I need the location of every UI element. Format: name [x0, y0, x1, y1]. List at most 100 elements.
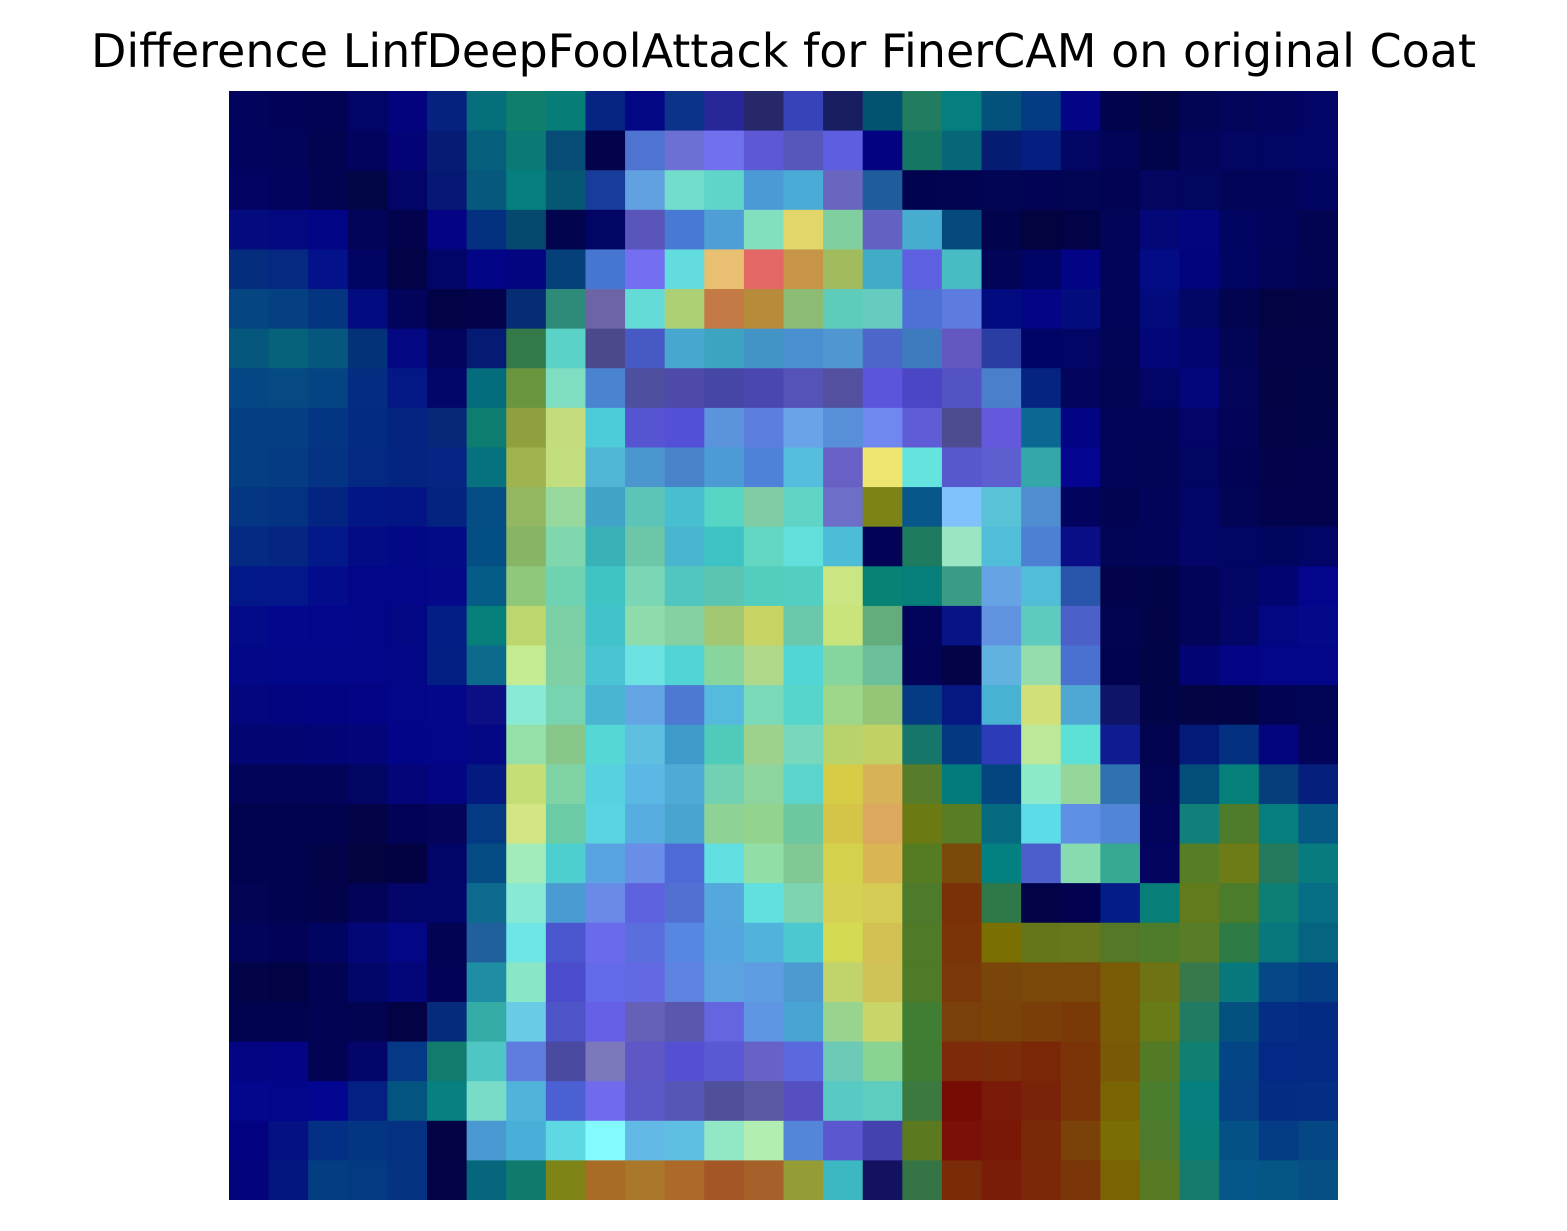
heatmap-cell — [1139, 249, 1181, 290]
heatmap-cell — [229, 724, 270, 765]
heatmap-cell — [704, 685, 745, 726]
heatmap-cell — [308, 566, 349, 607]
heatmap-cell — [1021, 764, 1062, 805]
heatmap-cell — [902, 645, 943, 686]
heatmap-cell — [783, 526, 824, 567]
heatmap-cell — [466, 1081, 507, 1122]
heatmap-cell — [783, 328, 824, 369]
heatmap-cell — [347, 487, 389, 528]
heatmap-cell — [823, 883, 864, 924]
heatmap-cell — [466, 487, 507, 528]
heatmap-cell — [743, 1081, 785, 1122]
heatmap-cell — [268, 130, 309, 171]
heatmap-cell — [902, 1120, 943, 1161]
heatmap-cell — [427, 883, 468, 924]
heatmap-cell — [387, 1041, 428, 1082]
heatmap-cell — [347, 922, 389, 963]
heatmap-cell — [1060, 130, 1101, 171]
heatmap-cell — [981, 922, 1022, 963]
heatmap-cell — [268, 566, 309, 607]
heatmap-cell — [1100, 566, 1141, 607]
heatmap-cell — [1139, 1160, 1181, 1200]
heatmap-cell — [506, 883, 547, 924]
heatmap-cell — [585, 1041, 626, 1082]
heatmap-cell — [664, 91, 705, 132]
heatmap-cell — [229, 368, 270, 409]
heatmap-cell — [1021, 328, 1062, 369]
heatmap-cell — [347, 249, 389, 290]
heatmap-cell — [704, 170, 745, 211]
heatmap-cell — [347, 1081, 389, 1122]
heatmap-cell — [743, 170, 785, 211]
heatmap-cell — [466, 407, 507, 449]
heatmap-cell — [347, 526, 389, 567]
heatmap-cell — [506, 249, 547, 290]
heatmap-cell — [545, 764, 587, 805]
heatmap-cell — [1100, 922, 1141, 963]
heatmap-cell — [704, 368, 745, 409]
heatmap-cell — [981, 1001, 1022, 1043]
heatmap-cell — [783, 1120, 824, 1161]
heatmap-cell — [229, 209, 270, 251]
heatmap-cell — [387, 566, 428, 607]
heatmap-cell — [1258, 328, 1299, 369]
heatmap-cell — [427, 1001, 468, 1043]
heatmap-cell — [981, 724, 1022, 765]
heatmap-cell — [268, 1041, 309, 1082]
heatmap-cell — [625, 328, 666, 369]
heatmap-cell — [545, 605, 587, 647]
heatmap-cell — [862, 526, 903, 567]
heatmap-cell — [1139, 645, 1181, 686]
heatmap-cell — [1100, 803, 1141, 845]
heatmap-cell — [981, 328, 1022, 369]
heatmap-cell — [625, 1041, 666, 1082]
heatmap-cell — [625, 764, 666, 805]
heatmap-cell — [308, 962, 349, 1003]
heatmap-cell — [229, 1160, 270, 1200]
heatmap-cell — [664, 803, 705, 845]
heatmap-cell — [1219, 1081, 1260, 1122]
heatmap-cell — [545, 526, 587, 567]
heatmap-cell — [229, 883, 270, 924]
heatmap-cell — [743, 249, 785, 290]
heatmap-cell — [941, 922, 983, 963]
heatmap-cell — [743, 566, 785, 607]
heatmap-cell — [427, 328, 468, 369]
heatmap-cell — [941, 883, 983, 924]
heatmap-cell — [1179, 407, 1220, 449]
heatmap-cell — [941, 1081, 983, 1122]
heatmap-cell — [704, 764, 745, 805]
heatmap-cell — [387, 962, 428, 1003]
heatmap-cell — [783, 1001, 824, 1043]
heatmap-cell — [743, 289, 785, 330]
heatmap-cell — [347, 685, 389, 726]
heatmap-cell — [625, 447, 666, 488]
heatmap-cell — [1100, 883, 1141, 924]
heatmap-cell — [1021, 1001, 1062, 1043]
heatmap-cell — [545, 1120, 587, 1161]
heatmap-cell — [308, 328, 349, 369]
heatmap-cell — [427, 764, 468, 805]
heatmap-cell — [466, 130, 507, 171]
heatmap-cell — [1060, 843, 1101, 884]
heatmap-cell — [981, 289, 1022, 330]
heatmap-cell — [585, 289, 626, 330]
heatmap-cell — [229, 526, 270, 567]
heatmap-cell — [1021, 843, 1062, 884]
heatmap-cell — [1060, 962, 1101, 1003]
heatmap-cell — [268, 685, 309, 726]
heatmap-cell — [1219, 170, 1260, 211]
heatmap-cell — [1258, 566, 1299, 607]
heatmap-cell — [585, 764, 626, 805]
heatmap-cell — [625, 130, 666, 171]
heatmap-cell — [387, 328, 428, 369]
heatmap-cell — [308, 1001, 349, 1043]
heatmap-cell — [941, 1160, 983, 1200]
heatmap-cell — [704, 566, 745, 607]
heatmap-cell — [506, 1160, 547, 1200]
heatmap-cell — [427, 209, 468, 251]
heatmap-cell — [1100, 1041, 1141, 1082]
heatmap-cell — [545, 407, 587, 449]
heatmap-cell — [862, 764, 903, 805]
heatmap — [229, 91, 1338, 1200]
